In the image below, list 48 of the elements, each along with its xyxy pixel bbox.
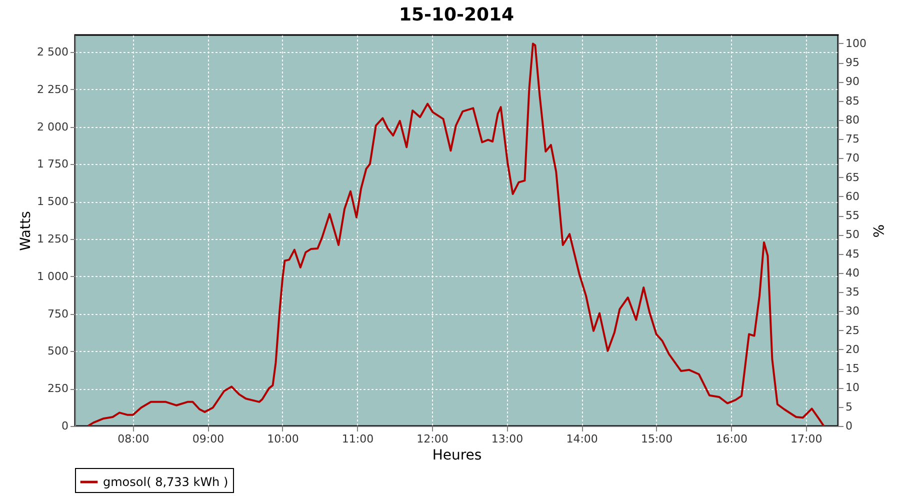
line-series <box>87 42 825 426</box>
x-tick-label: 13:00 <box>491 432 524 446</box>
y2-tick-label: 45 <box>846 247 860 260</box>
y2-tick-label: 65 <box>846 170 860 184</box>
y2-tick-label: 15 <box>846 362 860 376</box>
x-tick-label: 09:00 <box>192 432 224 446</box>
x-tick-label: 17:00 <box>790 432 822 446</box>
y-tick-label: 500 <box>48 344 68 358</box>
y2-tick-label: 25 <box>846 324 860 337</box>
y2-tick-label: 55 <box>846 209 860 222</box>
y2-axis-title: % <box>869 224 886 238</box>
y-tick-label: 250 <box>48 382 68 396</box>
y-tick-label: 1 500 <box>37 195 68 208</box>
y2-tick-label: 60 <box>846 190 860 203</box>
y2-tick-label: 35 <box>846 286 860 299</box>
y2-tick-label: 50 <box>846 228 860 242</box>
y-tick-label: 2 500 <box>37 46 68 59</box>
y2-tick-label: 70 <box>846 152 860 165</box>
y2-tick-label: 40 <box>846 266 860 280</box>
legend-label: gmosol( 8,733 kWh ) <box>103 475 228 489</box>
y2-tick-label: 90 <box>846 75 860 88</box>
y2-tick-label: 5 <box>846 400 852 414</box>
y2-tick-label: 10 <box>846 381 860 394</box>
y-axis-title: Watts <box>18 211 34 251</box>
y-tick-label: 2 250 <box>37 82 68 96</box>
x-tick-label: 11:00 <box>342 432 374 446</box>
x-tick-label: 16:00 <box>716 432 748 446</box>
chart-title: 15-10-2014 <box>398 4 514 26</box>
y-tick-label: 0 <box>62 420 68 432</box>
y2-tick-label: 20 <box>846 342 860 356</box>
y2-tick-label: 75 <box>846 132 860 146</box>
y-tick-label: 2 000 <box>37 120 68 134</box>
x-tick-label: 15:00 <box>640 432 673 446</box>
y-tick-label: 750 <box>48 307 68 320</box>
y2-tick-label: 30 <box>846 304 860 318</box>
y2-tick-label: 85 <box>846 94 860 108</box>
y2-tick-label: 80 <box>846 113 860 126</box>
y2-tick-label: 100 <box>846 36 866 50</box>
x-tick-label: 12:00 <box>416 432 448 446</box>
y2-tick-label: 0 <box>846 420 852 432</box>
y-tick-label: 1 750 <box>37 158 68 171</box>
x-tick-label: 10:00 <box>267 432 299 446</box>
x-tick-label: 08:00 <box>118 432 150 446</box>
y-tick-label: 1 250 <box>37 232 68 246</box>
x-tick-label: 14:00 <box>566 432 598 446</box>
x-axis-title: Heures <box>432 448 482 464</box>
y-tick-label: 1 000 <box>37 270 68 283</box>
y2-tick-label: 95 <box>846 56 860 70</box>
